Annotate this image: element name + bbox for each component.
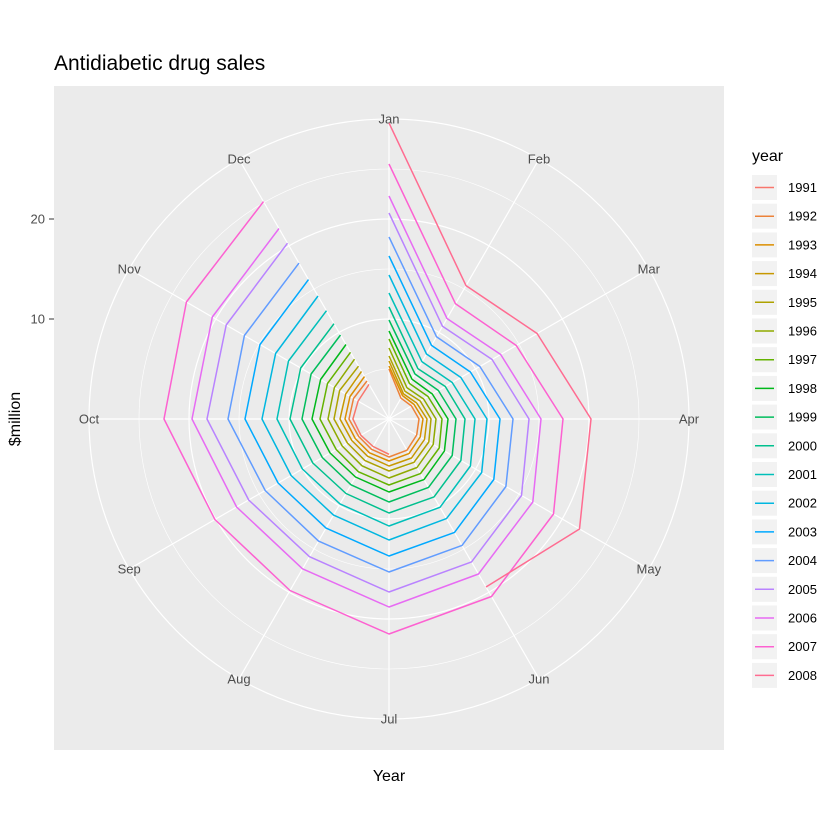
series-line-2006 <box>191 195 542 608</box>
series-line-1994 <box>339 360 428 467</box>
series-line-1999 <box>301 319 457 503</box>
grid-spoke <box>238 158 390 420</box>
legend-label-2000: 2000 <box>788 438 817 453</box>
series-line-2003 <box>244 255 501 557</box>
y-tick-label: 20 <box>31 212 45 227</box>
month-label-feb: Feb <box>528 152 550 167</box>
legend-label-1999: 1999 <box>788 410 817 425</box>
legend-title: year <box>752 148 784 165</box>
grid-spoke <box>238 418 390 680</box>
legend-label-1993: 1993 <box>788 237 817 252</box>
axis-labels: Jan Feb Mar Apr May Jun Jul Aug Sep Oct Nov Dec 10 20 <box>31 112 700 727</box>
series-line-2000 <box>289 306 466 514</box>
series-line-2005 <box>206 212 530 593</box>
month-label-sep: Sep <box>118 562 141 577</box>
series-line-2001 <box>276 292 476 527</box>
y-axis-title: $million <box>7 392 24 446</box>
legend-label-1996: 1996 <box>788 324 817 339</box>
series-line-1995 <box>333 355 432 472</box>
series-line-1991 <box>352 383 390 455</box>
legend-label-2007: 2007 <box>788 639 817 654</box>
month-label-jul: Jul <box>381 712 398 727</box>
month-label-dec: Dec <box>227 152 251 167</box>
month-label-oct: Oct <box>79 412 100 427</box>
legend-label-2005: 2005 <box>788 582 817 597</box>
series-line-1998 <box>311 330 449 493</box>
legend-label-2002: 2002 <box>788 496 817 511</box>
month-label-aug: Aug <box>227 671 250 686</box>
legend-label-1991: 1991 <box>788 180 817 195</box>
series-line-1996 <box>327 347 437 479</box>
legend-label-2008: 2008 <box>788 668 817 683</box>
series-line-2002 <box>261 274 488 541</box>
series-line-2007 <box>163 163 564 635</box>
legend-label-1994: 1994 <box>788 266 817 281</box>
month-label-mar: Mar <box>638 262 661 277</box>
series-line-2008 <box>388 122 592 588</box>
chart-title: Antidiabetic drug sales <box>54 52 265 75</box>
month-label-jun: Jun <box>529 671 550 686</box>
grid-spoke <box>128 418 390 570</box>
month-label-apr: Apr <box>679 412 700 427</box>
legend: year 1991 1992 1993 1994 1995 1996 1997 1998 199… <box>752 148 817 688</box>
legend-label-2001: 2001 <box>788 467 817 482</box>
y-tick-label: 10 <box>31 312 45 327</box>
month-label-may: May <box>637 562 662 577</box>
month-label-jan: Jan <box>379 112 400 127</box>
legend-label-1992: 1992 <box>788 209 817 224</box>
series-line-1993 <box>344 365 424 462</box>
legend-label-2006: 2006 <box>788 611 817 626</box>
legend-label-2004: 2004 <box>788 553 817 568</box>
grid-spoke <box>388 158 540 420</box>
series-line-1992 <box>348 368 420 458</box>
x-axis-title: Year <box>373 768 406 785</box>
series-line-2004 <box>227 236 514 573</box>
month-label-nov: Nov <box>118 262 142 277</box>
legend-label-1995: 1995 <box>788 295 817 310</box>
series-lines <box>163 122 592 635</box>
legend-label-1998: 1998 <box>788 381 817 396</box>
series-line-1997 <box>319 338 443 486</box>
legend-label-2003: 2003 <box>788 524 817 539</box>
grid-spoke <box>388 418 650 570</box>
legend-label-1997: 1997 <box>788 352 817 367</box>
